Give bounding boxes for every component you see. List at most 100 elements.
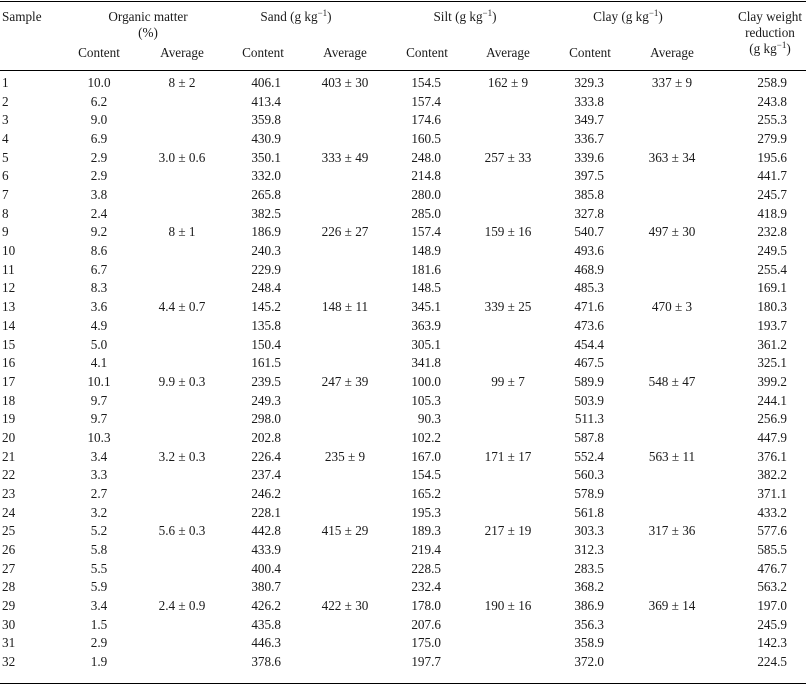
silt-content-cell: 154.5 — [411, 75, 441, 90]
organic-matter-content-cell: 3.4 — [90, 598, 108, 614]
clay-content-cell: 327.8 — [574, 205, 604, 221]
organic-matter-average-cell: 8 ± 1 — [168, 224, 196, 240]
silt-content-cell: 100.0 — [411, 373, 441, 389]
sand-average-cell: 403 ± 30 — [321, 75, 369, 90]
clay-weight-reduction-cell: 255.4 — [757, 261, 787, 277]
sample-cell: 25 — [2, 523, 16, 539]
sand-content-cell: 298.0 — [251, 411, 281, 427]
silt-content-cell: 102.2 — [411, 429, 441, 445]
sample-cell: 22 — [2, 467, 16, 483]
sand-content-cell: 406.1 — [251, 75, 281, 90]
organic-matter-content-cell: 4.1 — [90, 355, 108, 371]
sand-content-cell: 246.2 — [251, 485, 281, 501]
sand-average-cell: 415 ± 29 — [321, 523, 369, 539]
sample-cell: 5 — [2, 149, 9, 165]
sand-content-cell: 229.9 — [251, 261, 281, 277]
clay-weight-reduction-cell: 399.2 — [757, 373, 787, 389]
clay-content-cell: 329.3 — [574, 75, 604, 90]
silt-content-cell: 174.6 — [411, 112, 441, 128]
sample-cell: 13 — [2, 299, 16, 315]
clay-content-cell: 356.3 — [574, 616, 604, 632]
clay-content-cell: 312.3 — [574, 542, 604, 557]
clay-weight-reduction-cell: 371.1 — [757, 485, 787, 501]
header-organic-unit: (%) — [138, 25, 158, 40]
organic-matter-content-cell: 4.9 — [90, 317, 108, 333]
clay-content-cell: 578.9 — [574, 485, 604, 501]
sand-content-cell: 237.4 — [251, 467, 281, 483]
sand-content-cell: 145.2 — [251, 299, 281, 315]
silt-content-cell: 148.9 — [411, 243, 441, 259]
sample-cell: 6 — [2, 168, 9, 184]
silt-average-cell: 159 ± 16 — [484, 224, 532, 240]
silt-content-cell: 197.7 — [411, 654, 441, 670]
organic-matter-content-cell: 2.9 — [90, 149, 108, 165]
silt-average-cell: 190 ± 16 — [484, 598, 532, 614]
clay-content-cell: 372.0 — [574, 654, 604, 670]
clay-weight-reduction-cell: 193.7 — [757, 317, 787, 333]
sand-content-cell: 378.6 — [251, 654, 281, 670]
clay-content-cell: 386.9 — [574, 598, 604, 614]
clay-content-cell: 511.3 — [574, 411, 604, 427]
sand-average-cell: 422 ± 30 — [321, 598, 369, 614]
organic-matter-content-cell: 2.4 — [90, 205, 108, 221]
clay-weight-reduction-cell: 197.0 — [757, 598, 787, 614]
silt-content-cell: 167.0 — [411, 448, 441, 464]
silt-average-cell: 217 ± 19 — [484, 523, 532, 539]
clay-content-cell: 467.5 — [574, 355, 604, 371]
organic-matter-content-cell: 6.2 — [90, 93, 108, 109]
sample-cell: 23 — [2, 485, 16, 501]
header-silt: Silt (g kg−1) — [433, 8, 497, 25]
sample-cell: 27 — [2, 560, 16, 576]
sand-content-cell: 350.1 — [251, 149, 281, 165]
organic-matter-content-cell: 5.0 — [90, 336, 108, 352]
sample-cell: 4 — [2, 131, 9, 147]
clay-weight-reduction-cell: 361.2 — [757, 336, 787, 352]
silt-content-cell: 165.2 — [411, 485, 441, 501]
sample-cell: 1 — [2, 75, 9, 90]
clay-weight-reduction-cell: 255.3 — [757, 112, 787, 128]
sample-cell: 29 — [2, 598, 16, 614]
clay-content-cell: 468.9 — [574, 261, 604, 277]
sand-content-cell: 380.7 — [251, 579, 281, 595]
sand-average-cell: 226 ± 27 — [321, 224, 369, 240]
sand-content-cell: 150.4 — [251, 336, 281, 352]
silt-content-cell: 189.3 — [411, 523, 441, 539]
subheader-silt-average: Average — [486, 45, 530, 60]
silt-average-cell: 162 ± 9 — [487, 75, 529, 90]
clay-weight-reduction-cell: 249.5 — [757, 243, 787, 259]
sample-cell: 24 — [2, 504, 16, 520]
clay-weight-reduction-cell: 245.9 — [757, 616, 787, 632]
silt-content-cell: 232.4 — [411, 579, 441, 595]
clay-content-cell: 471.6 — [574, 299, 604, 315]
clay-content-cell: 473.6 — [574, 317, 604, 333]
clay-content-cell: 336.7 — [574, 131, 604, 147]
clay-content-cell: 349.7 — [574, 112, 604, 128]
clay-content-cell: 333.8 — [574, 93, 604, 109]
header-organic-matter: Organic matter — [108, 9, 188, 24]
clay-weight-reduction-cell: 418.9 — [757, 205, 787, 221]
clay-content-cell: 485.3 — [574, 280, 604, 296]
organic-matter-average-cell: 3.0 ± 0.6 — [158, 149, 206, 165]
organic-matter-content-cell: 5.8 — [90, 542, 108, 557]
clay-content-cell: 368.2 — [574, 579, 604, 595]
organic-matter-content-cell: 10.3 — [87, 429, 111, 445]
sand-content-cell: 413.4 — [251, 93, 281, 109]
subheader-organic-content: Content — [78, 45, 120, 60]
organic-matter-content-cell: 1.5 — [90, 616, 108, 632]
header-sample: Sample — [2, 9, 42, 24]
clay-content-cell: 303.3 — [574, 523, 604, 539]
silt-average-cell: 171 ± 17 — [484, 448, 532, 464]
organic-matter-content-cell: 9.7 — [90, 392, 108, 408]
organic-matter-content-cell: 9.7 — [90, 411, 108, 427]
sand-content-cell: 400.4 — [251, 560, 281, 576]
clay-average-cell: 337 ± 9 — [651, 75, 693, 90]
clay-content-cell: 493.6 — [574, 243, 604, 259]
clay-content-cell: 552.4 — [574, 448, 604, 464]
organic-matter-content-cell: 2.9 — [90, 635, 108, 651]
clay-weight-reduction-cell: 382.2 — [757, 467, 787, 483]
clay-content-cell: 339.6 — [574, 149, 604, 165]
organic-matter-average-cell: 2.4 ± 0.9 — [158, 598, 206, 614]
silt-content-cell: 214.8 — [411, 168, 441, 184]
sample-cell: 17 — [2, 373, 16, 389]
organic-matter-content-cell: 5.2 — [90, 523, 108, 539]
